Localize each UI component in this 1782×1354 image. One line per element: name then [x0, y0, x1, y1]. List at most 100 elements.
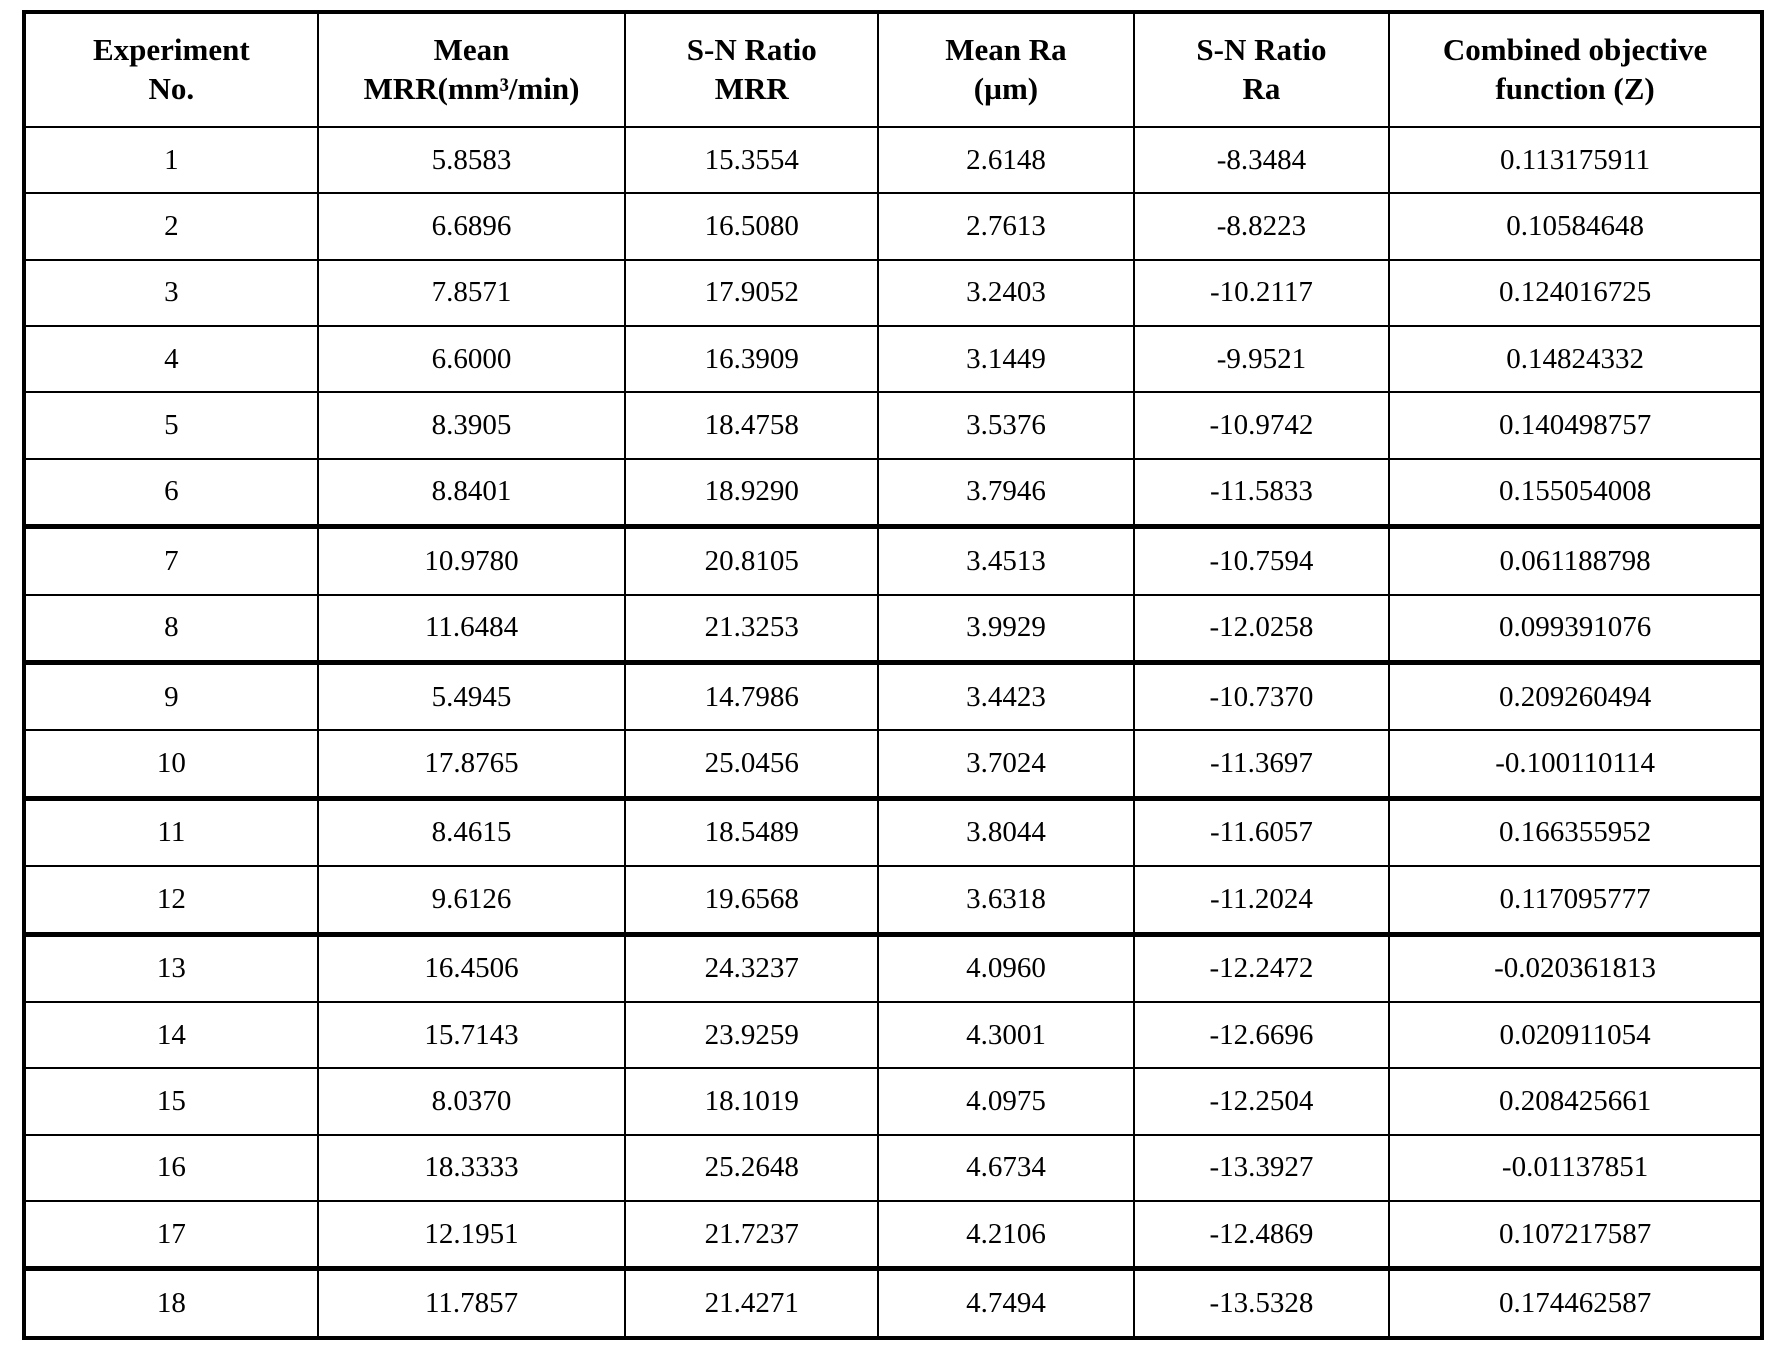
cell: 15.7143: [316, 1000, 627, 1070]
cell: -12.2504: [1132, 1067, 1391, 1136]
cell: 0.124016725: [1388, 258, 1763, 328]
cell: 25.2648: [624, 1133, 880, 1203]
cell: 2.7613: [877, 192, 1135, 261]
table-row: 11 8.4615 18.5489 3.8044 -11.6057 0.166355952: [23, 795, 1763, 868]
cell: 0.166355952: [1388, 795, 1763, 868]
cell: -0.01137851: [1388, 1133, 1763, 1203]
cell: 2: [23, 192, 319, 261]
cell: 3: [23, 258, 319, 328]
cell: 0.020911054: [1388, 1000, 1763, 1070]
cell: -11.5833: [1132, 457, 1391, 528]
cell: 3.7024: [877, 729, 1135, 800]
cell: 4.3001: [877, 1000, 1135, 1070]
table-row: 14 15.7143 23.9259 4.3001 -12.6696 0.02091105…: [23, 1000, 1763, 1070]
cell: 9.6126: [316, 865, 627, 936]
cell: 6.6000: [316, 325, 627, 394]
table-row: 18 11.7857 21.4271 4.7494 -13.5328 0.17446258…: [23, 1266, 1763, 1340]
cell: 12.1951: [316, 1200, 627, 1270]
cell: 14.7986: [624, 659, 880, 732]
cell: 0.117095777: [1388, 865, 1763, 936]
cell: 8.8401: [316, 457, 627, 528]
cell: -11.6057: [1132, 795, 1391, 868]
cell: 3.1449: [877, 325, 1135, 394]
cell: 3.4513: [877, 524, 1135, 596]
cell: 23.9259: [624, 1000, 880, 1070]
cell: 16.4506: [316, 931, 627, 1003]
cell: 13: [23, 931, 319, 1003]
column-header-0: Experiment No.: [23, 11, 319, 128]
table-row: 15 8.0370 18.1019 4.0975 -12.2504 0.208425661: [23, 1067, 1763, 1136]
cell: 16: [23, 1133, 319, 1203]
cell: 8.0370: [316, 1067, 627, 1136]
cell: 4.0975: [877, 1067, 1135, 1136]
cell: 7: [23, 524, 319, 596]
cell: 5.8583: [316, 125, 627, 195]
cell: 0.209260494: [1388, 659, 1763, 732]
table-row: 12 9.6126 19.6568 3.6318 -11.2024 0.117095777: [23, 865, 1763, 936]
cell: 3.9929: [877, 593, 1135, 664]
cell: 16.3909: [624, 325, 880, 394]
cell: -12.2472: [1132, 931, 1391, 1003]
cell: 15: [23, 1067, 319, 1136]
cell: -0.100110114: [1388, 729, 1763, 800]
cell: 17: [23, 1200, 319, 1270]
cell: -12.4869: [1132, 1200, 1391, 1270]
cell: -9.9521: [1132, 325, 1391, 394]
cell: 10.9780: [316, 524, 627, 596]
cell: 18.9290: [624, 457, 880, 528]
table-row: 13 16.4506 24.3237 4.0960 -12.2472 -0.0203618…: [23, 931, 1763, 1003]
results-table: Experiment No. Mean MRR(mm³/min) S-N Ratio…: [22, 10, 1764, 1340]
table-row: 7 10.9780 20.8105 3.4513 -10.7594 0.061188798: [23, 524, 1763, 596]
cell: -10.7594: [1132, 524, 1391, 596]
header-row: Experiment No. Mean MRR(mm³/min) S-N Ratio…: [23, 11, 1763, 128]
table-row: 10 17.8765 25.0456 3.7024 -11.3697 -0.1001101…: [23, 729, 1763, 800]
table-row: 17 12.1951 21.7237 4.2106 -12.4869 0.10721758…: [23, 1200, 1763, 1270]
cell: 3.4423: [877, 659, 1135, 732]
cell: 0.208425661: [1388, 1067, 1763, 1136]
cell: -13.5328: [1132, 1266, 1391, 1340]
cell: 0.113175911: [1388, 125, 1763, 195]
cell: 21.3253: [624, 593, 880, 664]
table-row: 5 8.3905 18.4758 3.5376 -10.9742 0.140498757: [23, 391, 1763, 460]
cell: 18.1019: [624, 1067, 880, 1136]
cell: 5: [23, 391, 319, 460]
cell: 18.4758: [624, 391, 880, 460]
cell: -11.2024: [1132, 865, 1391, 936]
cell: 3.7946: [877, 457, 1135, 528]
cell: 6: [23, 457, 319, 528]
cell: 11.6484: [316, 593, 627, 664]
cell: 16.5080: [624, 192, 880, 261]
column-header-2: S-N Ratio MRR: [624, 11, 880, 128]
cell: 14: [23, 1000, 319, 1070]
cell: 11.7857: [316, 1266, 627, 1340]
cell: -12.6696: [1132, 1000, 1391, 1070]
cell: 10: [23, 729, 319, 800]
cell: 4.0960: [877, 931, 1135, 1003]
table-row: 1 5.8583 15.3554 2.6148 -8.3484 0.113175911: [23, 125, 1763, 195]
table-row: 6 8.8401 18.9290 3.7946 -11.5833 0.155054008: [23, 457, 1763, 528]
cell: 19.6568: [624, 865, 880, 936]
cell: 8: [23, 593, 319, 664]
cell: 4: [23, 325, 319, 394]
cell: 18: [23, 1266, 319, 1340]
cell: 3.6318: [877, 865, 1135, 936]
cell: 7.8571: [316, 258, 627, 328]
cell: 3.5376: [877, 391, 1135, 460]
cell: -8.8223: [1132, 192, 1391, 261]
cell: 18.3333: [316, 1133, 627, 1203]
cell: 0.099391076: [1388, 593, 1763, 664]
cell: -0.020361813: [1388, 931, 1763, 1003]
column-header-4: S-N Ratio Ra: [1132, 11, 1391, 128]
cell: 12: [23, 865, 319, 936]
cell: 17.8765: [316, 729, 627, 800]
cell: 20.8105: [624, 524, 880, 596]
cell: -10.7370: [1132, 659, 1391, 732]
cell: 15.3554: [624, 125, 880, 195]
cell: 8.4615: [316, 795, 627, 868]
column-header-5: Combined objective function (Z): [1388, 11, 1763, 128]
table-row: 8 11.6484 21.3253 3.9929 -12.0258 0.099391076: [23, 593, 1763, 664]
cell: 0.155054008: [1388, 457, 1763, 528]
table-row: 9 5.4945 14.7986 3.4423 -10.7370 0.209260494: [23, 659, 1763, 732]
cell: 9: [23, 659, 319, 732]
